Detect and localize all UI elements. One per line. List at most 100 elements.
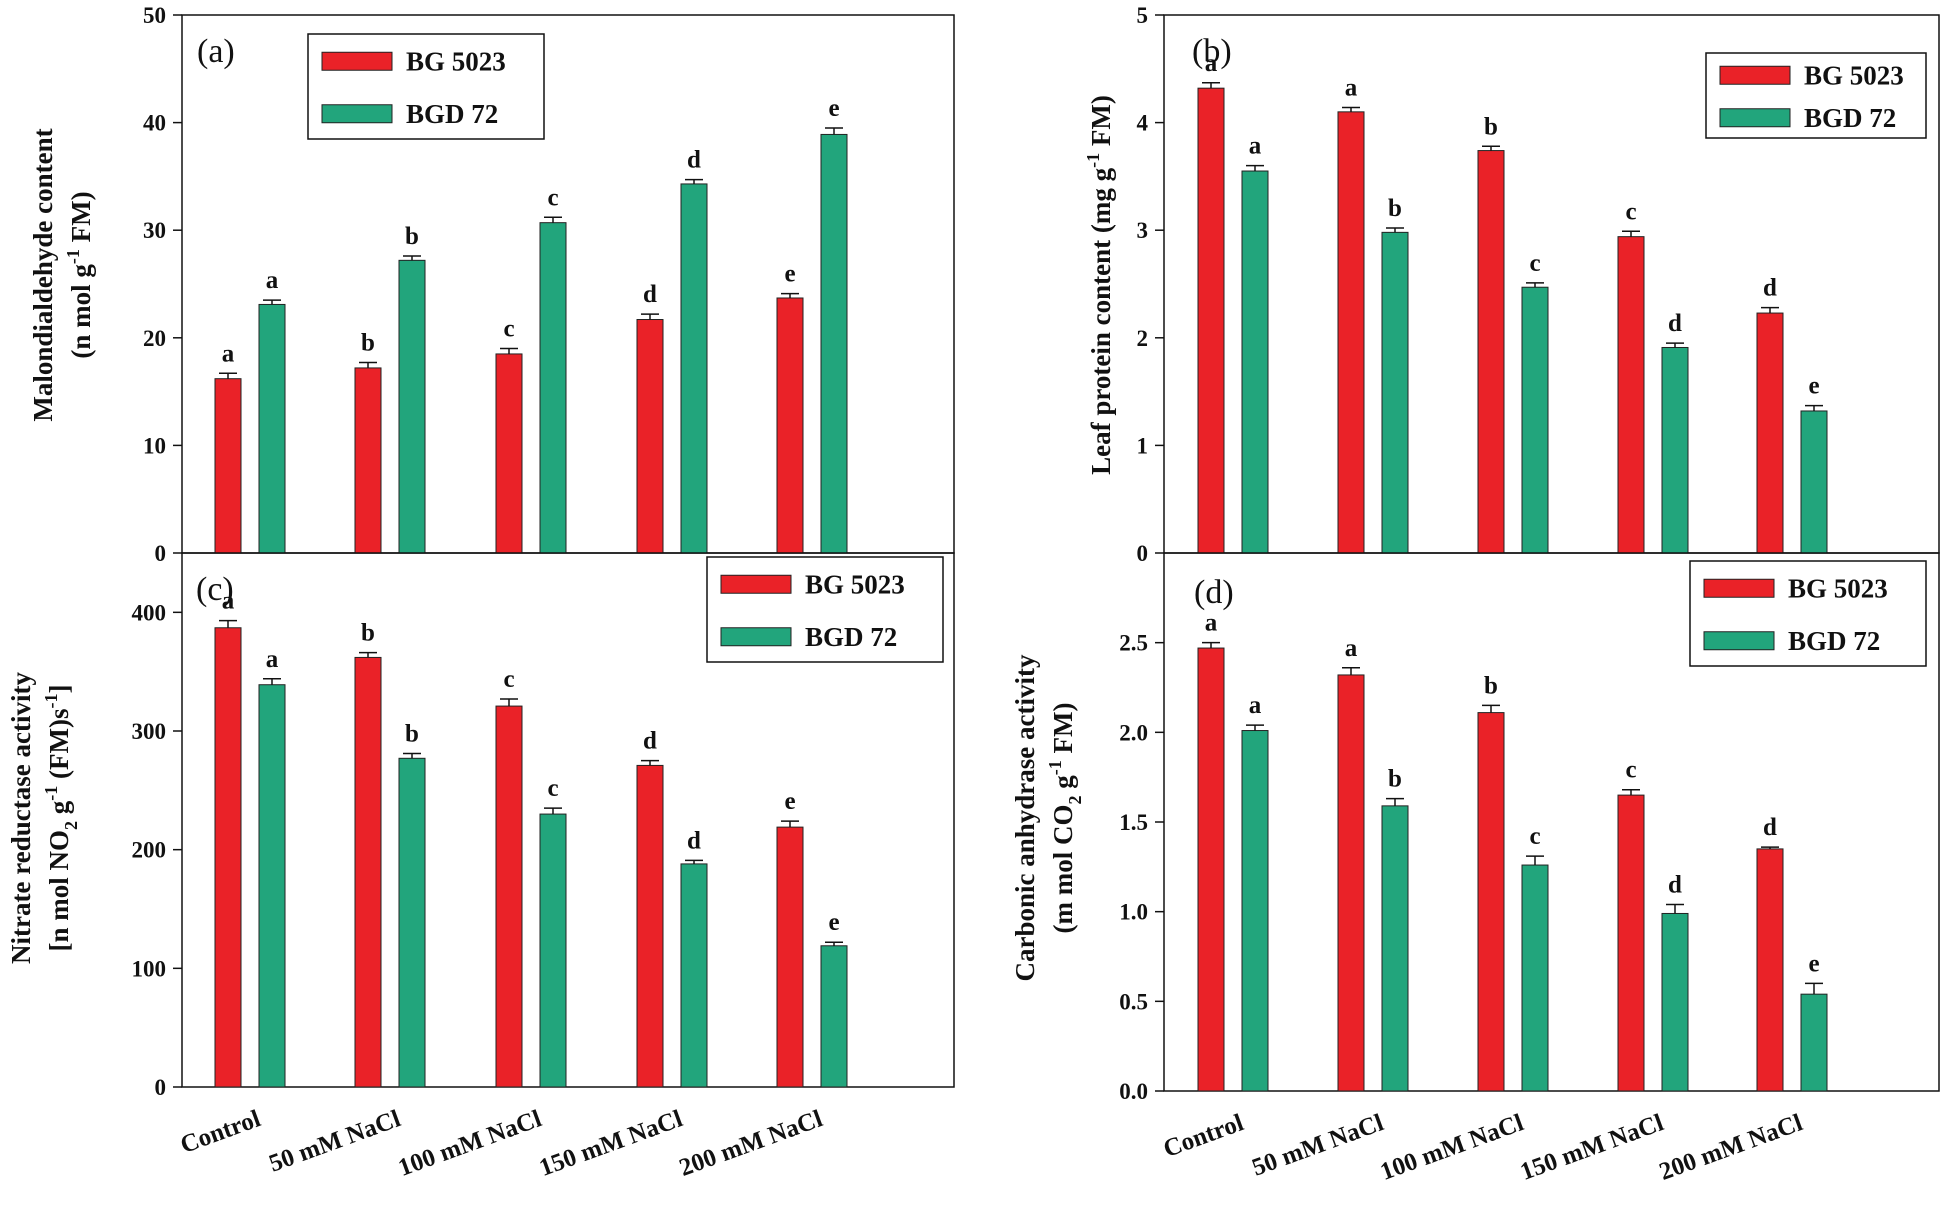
panel-c-bar [354, 656, 382, 1088]
panel-a-legend-label: BG 5023 [406, 46, 506, 76]
panel-d-significance-label: a [1249, 692, 1262, 719]
panel-b-chart: 0 1 2 3 4 5 a a b c d a b c d e (b) BG 5023 BGD 72 [1137, 3, 1940, 566]
panel-d-bar [1800, 993, 1828, 1092]
panel-c-significance-label: a [266, 646, 279, 673]
panel-a-significance-label: e [784, 261, 795, 288]
panel-a-significance-label: d [687, 147, 701, 174]
panel-c-legend-swatch [720, 627, 792, 647]
panel-a-bar [354, 367, 382, 554]
panel-b-ytick-label: 5 [1137, 3, 1149, 28]
panel-b-significance-label: e [1808, 373, 1819, 400]
panel-d-bar [1661, 912, 1689, 1092]
panel-b-significance-label: a [1345, 75, 1358, 102]
panel-d-ytick-label: 2.0 [1119, 720, 1148, 745]
panel-a-bar [258, 303, 286, 554]
panel-d-significance-label: c [1529, 823, 1540, 850]
panel-a-ytick-label: 20 [143, 326, 166, 351]
panel-c-ylabel-line1: Nitrate reductase activity [6, 672, 36, 964]
panel-c-bar [258, 684, 286, 1088]
panel-d-significance-label: e [1808, 950, 1819, 977]
panel-d-category-label: 150 mM NaCl [1517, 1109, 1667, 1186]
panel-a-bar [214, 378, 242, 554]
panel-c-ytick-label: 200 [132, 838, 167, 863]
panel-b-label: (b) [1192, 33, 1232, 70]
panel-a-significance-label: b [361, 330, 375, 357]
panel-b-ylabel: Leaf protein content (mg g-1 FM) [1083, 95, 1116, 475]
panel-a-significance-label: c [547, 184, 558, 211]
panel-d-ytick-label: 0.0 [1119, 1079, 1148, 1104]
panel-a-significance-label: e [828, 95, 839, 122]
panel-d-legend-label: BGD 72 [1788, 626, 1880, 656]
panel-c-bar [636, 764, 664, 1088]
panel-a-bar [820, 133, 848, 554]
panel-c-significance-label: b [361, 620, 375, 647]
panel-b-bar [1477, 150, 1505, 554]
panel-d-bar [1197, 647, 1225, 1092]
panel-d-bar [1337, 674, 1365, 1092]
panel-c-bar [214, 627, 242, 1088]
panel-d-bar [1241, 730, 1269, 1092]
panel-c-bar [539, 813, 567, 1088]
panel-a-legend-swatch [321, 104, 393, 124]
panel-b-ytick-label: 3 [1137, 218, 1149, 243]
panel-b-ytick-label: 2 [1137, 326, 1149, 351]
panel-b-significance-label: d [1668, 310, 1682, 337]
panel-d-ytick-label: 1.0 [1119, 900, 1148, 925]
panel-b-significance-label: b [1484, 113, 1498, 140]
panel-a-label: (a) [197, 33, 235, 70]
panel-a-legend-label: BGD 72 [406, 99, 498, 129]
panel-d-ytick-label: 1.5 [1119, 810, 1148, 835]
panel-c-ytick-label: 0 [155, 1075, 167, 1100]
panel-b-bar [1661, 346, 1689, 554]
panel-b-bar [1617, 236, 1645, 554]
panel-a-bar [776, 297, 804, 554]
panel-d-category-label: Control [1160, 1109, 1247, 1163]
panel-a-ylabel-line2: (n mol g-1 FM) [63, 191, 96, 358]
panel-a-ytick-label: 0 [155, 541, 167, 566]
panel-c-frame [181, 552, 955, 1088]
panel-d-ytick-label: 2.5 [1119, 631, 1148, 656]
panel-b-bar [1337, 111, 1365, 554]
panel-b-bar [1800, 410, 1828, 554]
panel-b-ytick-label: 1 [1137, 433, 1149, 458]
panel-d-bar [1617, 794, 1645, 1092]
panel-b-legend-label: BG 5023 [1804, 60, 1904, 90]
panel-b-bar [1241, 170, 1269, 554]
panel-c-category-label: 50 mM NaCl [266, 1105, 404, 1177]
panel-a-significance-label: a [222, 340, 235, 367]
panel-d-significance-label: a [1205, 610, 1218, 637]
panel-a-bar [636, 319, 664, 554]
panel-b-significance-label: a [1249, 133, 1262, 160]
panel-b-significance-label: d [1763, 275, 1777, 302]
panel-c-significance-label: c [503, 666, 514, 693]
panel-c-ytick-label: 300 [132, 719, 167, 744]
panel-a-bar [680, 183, 708, 554]
panel-b-significance-label: c [1529, 250, 1540, 277]
panel-b-bar [1756, 312, 1784, 554]
panel-a-significance-label: d [643, 281, 657, 308]
panel-c-ylabel-line2: [n mol NO2 g-1 (FM)s-1] [41, 685, 81, 952]
panel-a-significance-label: a [266, 267, 279, 294]
panel-c-bar [495, 705, 523, 1088]
panel-d-category-label: 100 mM NaCl [1377, 1109, 1527, 1186]
panel-a-ytick-label: 50 [143, 3, 166, 28]
panel-c-legend-swatch [720, 574, 792, 594]
panel-c-label: (c) [196, 571, 234, 608]
panel-d-legend-label: BG 5023 [1788, 573, 1888, 603]
panel-b-significance-label: a [1205, 50, 1218, 77]
panel-c-significance-label: e [828, 909, 839, 936]
panel-d-chart: 0.0 0.5 1.0 1.5 2.0 2.5 a a b c d a b c d e Control 50 mM… [1119, 552, 1940, 1186]
panel-d-significance-label: a [1345, 635, 1358, 662]
panel-c-category-label: Control [177, 1105, 264, 1159]
panel-c-significance-label: c [547, 775, 558, 802]
panel-d-significance-label: b [1484, 672, 1498, 699]
panel-c-significance-label: e [784, 788, 795, 815]
panel-c-legend-label: BGD 72 [805, 622, 897, 652]
panel-c-significance-label: d [687, 827, 701, 854]
panel-c-category-label: 100 mM NaCl [395, 1105, 545, 1182]
panel-d-bar [1521, 864, 1549, 1092]
panel-b-legend-swatch [1719, 65, 1791, 85]
panel-b-bar [1197, 87, 1225, 554]
panel-d-ytick-label: 0.5 [1119, 989, 1148, 1014]
panel-c-chart: 0 100 200 300 400 a b c d e a b c d e Control 50 mM NaCl… [132, 552, 955, 1182]
